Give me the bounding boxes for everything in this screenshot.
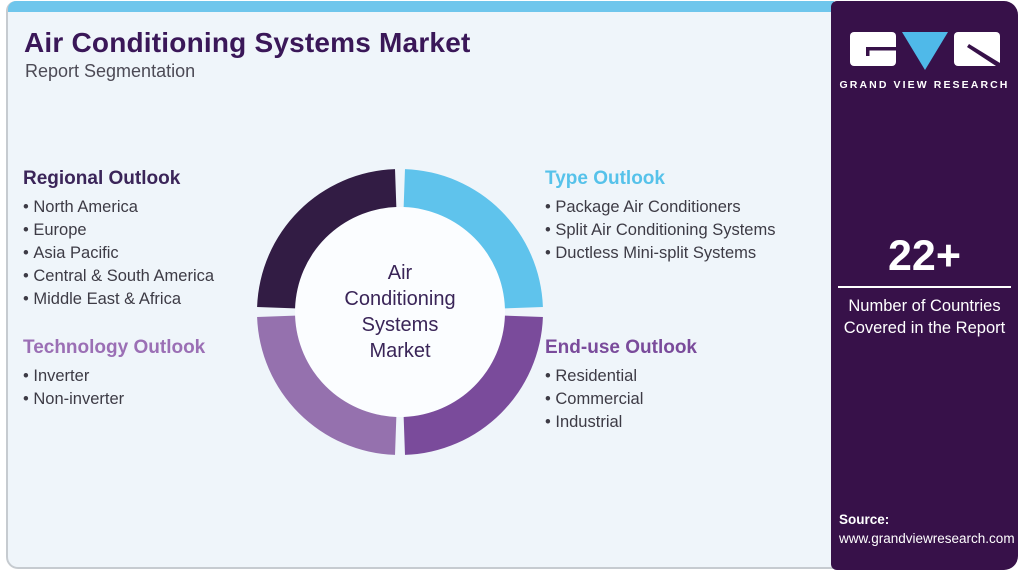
regional-outlook-heading: Regional Outlook	[23, 168, 181, 189]
list-item: Industrial	[545, 411, 835, 434]
list-item: Ductless Mini-split Systems	[545, 242, 835, 265]
donut-center-line: Market	[369, 340, 431, 362]
list-item: Asia Pacific	[23, 242, 273, 265]
page-title: Air Conditioning Systems Market	[24, 27, 471, 58]
list-item: Inverter	[23, 365, 273, 388]
section-regional-outlook: Regional Outlook North America Europe As…	[23, 168, 273, 311]
list-item: Split Air Conditioning Systems	[545, 219, 835, 242]
donut-segment-technology	[257, 315, 397, 455]
type-outlook-heading: Type Outlook	[545, 168, 665, 189]
type-outlook-list: Package Air Conditioners Split Air Condi…	[545, 196, 835, 265]
donut-center-label: Air Conditioning Systems Market	[300, 212, 500, 412]
donut-segment-regional	[257, 169, 397, 309]
technology-outlook-heading: Technology Outlook	[23, 337, 206, 358]
list-item: Non-inverter	[23, 388, 273, 411]
list-item: Residential	[545, 365, 835, 388]
list-item: Middle East & Africa	[23, 288, 273, 311]
gvr-logo: GRAND VIEW RESEARCH	[831, 31, 1018, 91]
section-technology-outlook: Technology Outlook Inverter Non-inverter	[23, 337, 273, 411]
enduse-outlook-heading: End-use Outlook	[545, 337, 697, 358]
source-label: Source:	[839, 512, 890, 527]
sidebar: GRAND VIEW RESEARCH 22+ Number of Countr…	[831, 1, 1018, 570]
donut-segment-enduse	[403, 315, 543, 455]
stat-label: Number of Countries Covered in the Repor…	[843, 297, 1006, 337]
page-subtitle: Report Segmentation	[25, 61, 196, 81]
list-item: North America	[23, 196, 273, 219]
list-item: Central & South America	[23, 265, 273, 288]
source-url: www.grandviewresearch.com	[839, 531, 1015, 546]
donut-rings-icon	[257, 169, 543, 455]
stat-value: 22+	[888, 232, 961, 280]
section-type-outlook: Type Outlook Package Air Conditioners Sp…	[545, 168, 835, 265]
regional-outlook-list: North America Europe Asia Pacific Centra…	[23, 196, 273, 311]
donut-center-line: Air	[387, 262, 413, 284]
top-accent-bar	[8, 1, 834, 12]
main-panel: Air Conditioning Systems Market Report S…	[6, 1, 834, 569]
logo-v-triangle-icon	[901, 32, 948, 70]
list-item: Europe	[23, 219, 273, 242]
brand-name: GRAND VIEW RESEARCH	[839, 79, 1010, 91]
list-item: Commercial	[545, 388, 835, 411]
countries-stat: 22+ Number of Countries Covered in the R…	[838, 231, 1011, 339]
donut-center-line: Conditioning	[344, 288, 456, 310]
section-enduse-outlook: End-use Outlook Residential Commercial I…	[545, 337, 835, 434]
donut-chart: Air Conditioning Systems Market	[250, 162, 550, 462]
stat-divider	[838, 286, 1011, 288]
enduse-outlook-list: Residential Commercial Industrial	[545, 365, 835, 434]
source-block: Source: www.grandviewresearch.com	[839, 510, 1015, 548]
donut-inner-circle	[295, 207, 505, 417]
donut-segment-type	[403, 169, 543, 309]
donut-center-line: Systems	[361, 314, 439, 336]
technology-outlook-list: Inverter Non-inverter	[23, 365, 273, 411]
list-item: Package Air Conditioners	[545, 196, 835, 219]
gvr-logo-icon	[849, 32, 1000, 70]
